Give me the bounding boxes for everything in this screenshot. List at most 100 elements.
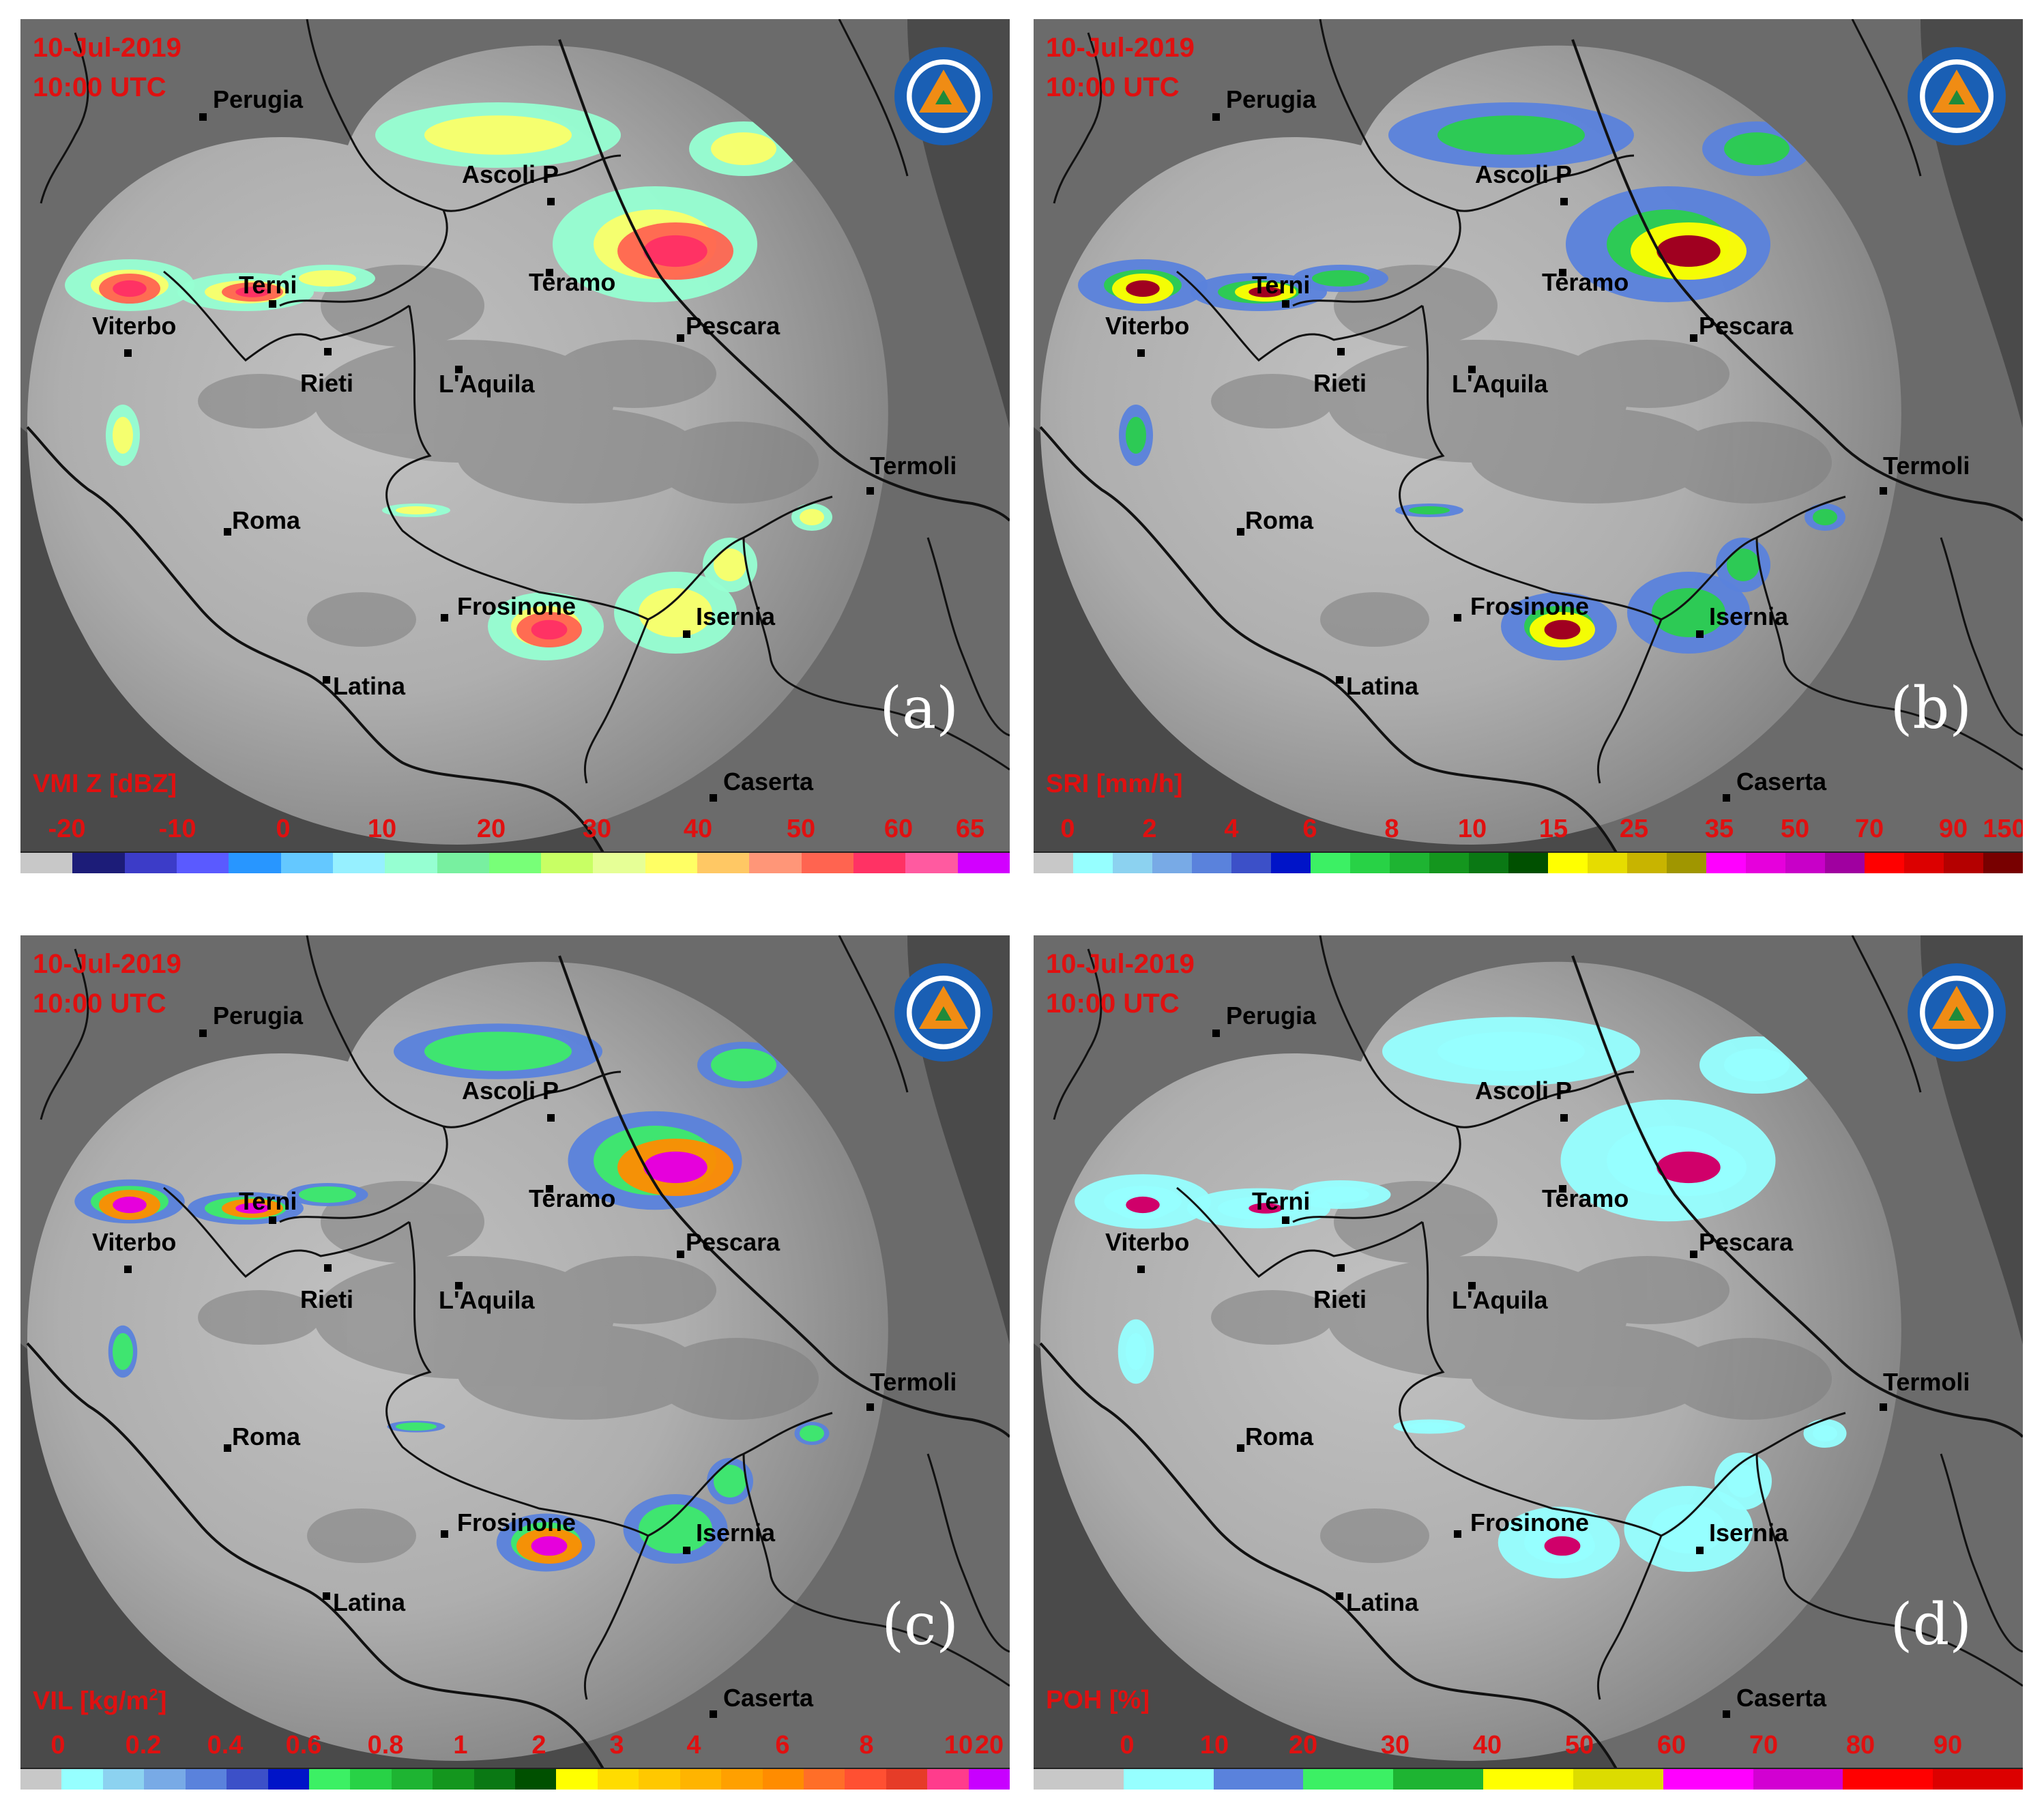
city-marker [224,528,231,536]
colorbar-swatch [1933,1769,2023,1790]
colorbar-swatch [124,853,177,873]
city-marker [1336,676,1343,684]
colorbar-swatch [437,853,489,873]
colorbar-tick-label: 15 [1538,815,1568,843]
city-label: Latina [333,1588,406,1616]
city-marker [1137,1266,1145,1273]
colorbar-swatch [1034,853,1073,873]
city-label: Isernia [1709,1519,1789,1547]
city-marker [677,334,684,342]
time-stamp: 10:00 UTC [33,72,166,102]
city-label: Termoli [870,452,957,480]
city-label: Latina [1346,1588,1419,1616]
colorbar-tick-label: 0.6 [285,1731,322,1760]
city-marker [1454,1530,1461,1538]
colorbar-swatch [229,853,281,873]
colorbar-swatch [1785,853,1825,873]
colorbar-swatch [721,1769,763,1790]
city-marker [1559,269,1566,276]
city-marker [441,614,448,622]
city-marker [1212,1030,1220,1037]
colorbar-swatch [1508,853,1548,873]
colorbar-swatch [144,1769,186,1790]
city-label: L'Aquila [1452,370,1548,398]
region-borders [1053,19,2023,784]
city-label: Termoli [870,1368,957,1396]
basemap [1034,19,2023,873]
region-borders [1053,935,2023,1700]
colorbar-tick-label: 25 [1619,815,1649,843]
city-label: Caserta [1736,768,1827,795]
panel-label: (d) [1890,1591,1972,1658]
colorbar-swatch [1393,1769,1484,1790]
colorbar-swatch [488,853,542,873]
city-marker [199,1030,207,1037]
city-label: Termoli [1883,1368,1970,1396]
city-label: Perugia [213,1002,304,1030]
colorbar [1034,1768,2023,1790]
city-marker [199,113,207,121]
colorbar-tick-label: 40 [1472,1731,1502,1760]
colorbar-swatch [227,1769,268,1790]
colorbar-tick-label: 65 [955,815,985,843]
city-label: Perugia [1226,1002,1317,1030]
colorbar-tick-label: 80 [1845,1731,1875,1760]
city-label: Teramo [1542,1184,1629,1212]
colorbar-swatch [1983,853,2023,873]
city-label: Pescara [1699,312,1794,340]
colorbar-swatch [957,853,1010,873]
colorbar-tick-label: 3 [609,1731,624,1760]
colorbar-tick-label: 10 [367,815,397,843]
colorbar-swatch [1588,853,1627,873]
adriatic-coastline [1571,955,2023,1438]
colorbar-tick-label: 1 [453,1731,468,1760]
city-marker [1337,1264,1345,1272]
city-label: Pescara [686,1228,780,1256]
colorbar-tick-label: 30 [582,815,612,843]
radar-panel-c: 10-Jul-2019 10:00 UTC Perugia Ascoli P Terni… [20,935,1010,1790]
echo-core-1 [235,287,269,297]
colorbar-swatch [391,1769,433,1790]
colorbar-swatch [1311,853,1350,873]
colorbar-swatch [20,1769,62,1790]
echo-core-2 [643,235,707,267]
colorbar-swatch [853,853,906,873]
colorbar-swatch [968,1769,1010,1790]
product-title-text: VIL [kg/m [33,1687,149,1716]
city-label: Roma [232,506,301,534]
city-label: Frosinone [1470,592,1590,620]
city-marker [1560,198,1568,205]
city-marker [1560,1114,1568,1122]
colorbar-swatch [1231,853,1271,873]
city-label: Roma [232,1422,301,1450]
panel-label: (a) [879,675,959,742]
precipitation-echoes [1075,1017,1847,1579]
city-marker [546,1185,553,1193]
colorbar-tick-label: 60 [884,815,914,843]
colorbar-swatch [1548,853,1588,873]
city-marker [547,198,555,205]
colorbar-tick-label: 8 [859,1731,874,1760]
colorbar-tick-label: 0 [1120,1731,1135,1760]
colorbar-swatch [1303,1769,1394,1790]
city-marker [324,348,332,355]
date-stamp: 10-Jul-2019 [1046,949,1195,979]
colorbar-tick-label: 10 [1457,815,1487,843]
city-marker [1336,1592,1343,1600]
city-marker [269,1216,276,1224]
city-label: Teramo [529,268,616,296]
time-stamp: 10:00 UTC [1046,72,1180,102]
tyrrhenian-coastline [26,1342,615,1790]
city-label: Viterbo [1105,312,1190,340]
city-label: Viterbo [1105,1228,1190,1256]
colorbar-swatch [1706,853,1746,873]
radar-panel-a: 10-Jul-2019 10:00 UTC Perugia Ascoli P Terni… [20,19,1010,873]
colorbar-tick-label: 20 [476,815,506,843]
product-title-text: SRI [mm/h] [1046,770,1183,798]
city-label: Frosinone [1470,1508,1590,1536]
colorbar-swatch [645,853,698,873]
city-label: Terni [239,271,297,299]
colorbar-swatch [1271,853,1311,873]
city-label: Termoli [1883,452,1970,480]
city-marker [710,1710,717,1718]
